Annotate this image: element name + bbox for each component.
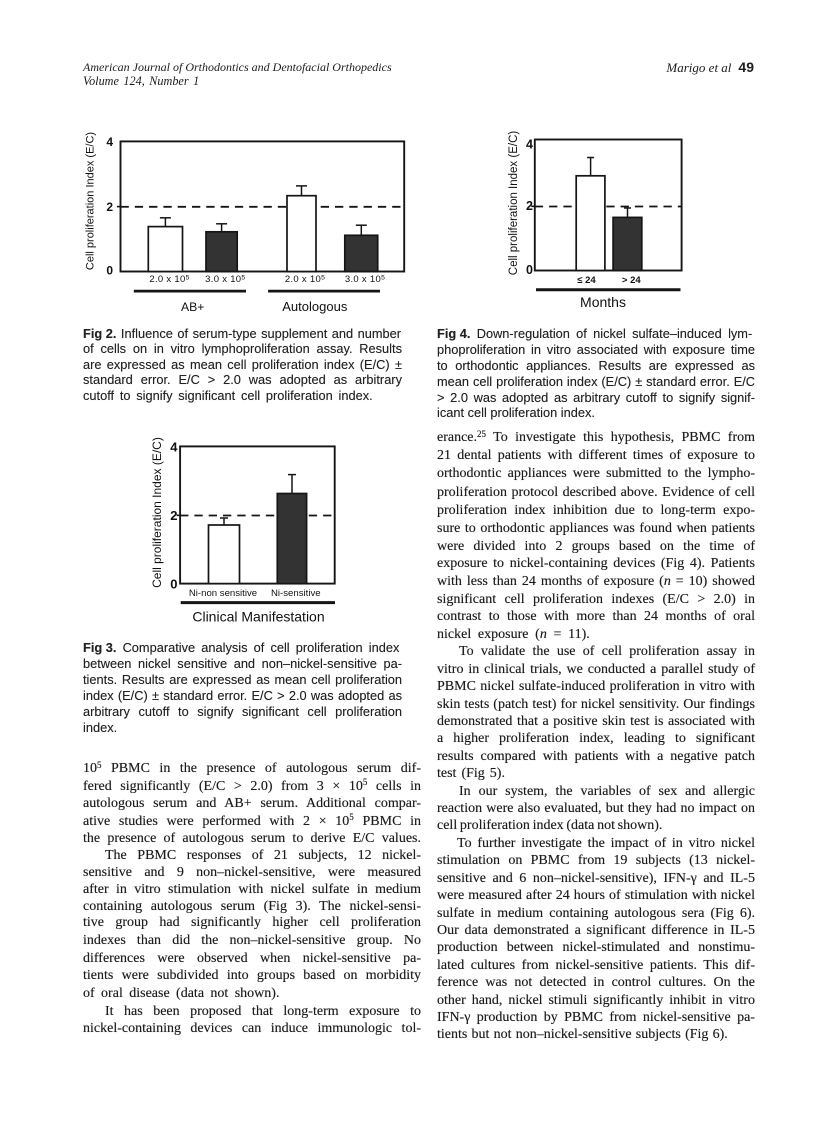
- svg-text:Ni-sensitive: Ni-sensitive: [271, 588, 321, 599]
- svg-text:Cell proliferation Index (E/C): Cell proliferation Index (E/C): [150, 437, 164, 588]
- svg-text:3.0 x 105: 3.0 x 105: [345, 274, 385, 285]
- svg-text:0: 0: [170, 576, 177, 591]
- svg-text:3.0 x 105: 3.0 x 105: [205, 274, 245, 285]
- svg-text:2: 2: [170, 508, 177, 523]
- svg-text:2.0 x 105: 2.0 x 105: [149, 274, 189, 285]
- svg-text:0: 0: [106, 264, 113, 278]
- svg-text:Cell proliferation Index (E/C): Cell proliferation Index (E/C): [508, 131, 520, 276]
- svg-text:Cell proliferation Index (E/C): Cell proliferation Index (E/C): [84, 132, 96, 270]
- svg-text:2.0 x 105: 2.0 x 105: [285, 274, 325, 285]
- svg-text:AB+: AB+: [181, 300, 204, 314]
- svg-text:Ni-non sensitive: Ni-non sensitive: [189, 588, 257, 599]
- svg-text:2: 2: [526, 199, 533, 213]
- svg-text:≤ 24: ≤ 24: [577, 275, 596, 286]
- svg-text:2: 2: [106, 200, 113, 214]
- svg-text:0: 0: [526, 263, 533, 277]
- svg-text:> 24: > 24: [622, 275, 641, 286]
- svg-text:4: 4: [106, 135, 113, 149]
- svg-text:Autologous: Autologous: [282, 299, 348, 314]
- svg-text:Months: Months: [580, 294, 626, 310]
- svg-text:4: 4: [526, 137, 533, 151]
- svg-text:Clinical Manifestation: Clinical Manifestation: [192, 609, 324, 625]
- svg-text:4: 4: [170, 440, 178, 455]
